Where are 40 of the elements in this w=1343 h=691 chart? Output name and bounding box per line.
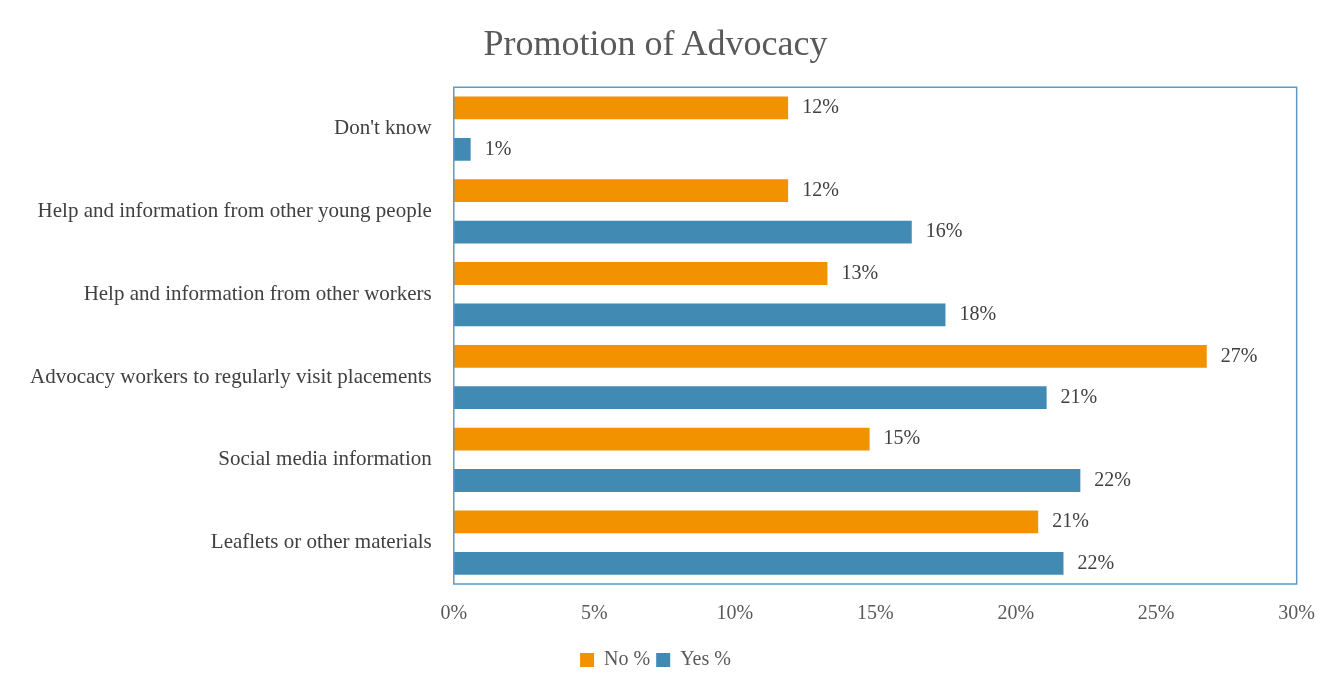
y-tick-label: Leaflets or other materials: [210, 529, 432, 554]
bar: [453, 220, 912, 244]
bar: [453, 96, 789, 120]
x-tick-label: 30%: [1278, 601, 1316, 624]
bar: [453, 551, 1064, 575]
data-label: 21%: [1052, 509, 1089, 532]
data-label: 15%: [883, 426, 921, 449]
y-tick-label: Social media information: [218, 446, 433, 471]
data-label: 18%: [959, 302, 997, 325]
data-label: 16%: [925, 219, 963, 242]
x-tick-label: 25%: [1137, 601, 1175, 624]
bar: [453, 179, 789, 203]
data-label: 21%: [1060, 384, 1098, 407]
y-tick-label: Help and information from other young people: [37, 197, 432, 222]
bar: [453, 427, 870, 451]
data-label: 12%: [802, 177, 839, 200]
legend-label: Yes %: [680, 647, 731, 670]
bar: [453, 137, 471, 161]
bar: [453, 469, 1081, 492]
data-label: 1%: [484, 136, 512, 159]
bar: [453, 344, 1207, 368]
data-label: 22%: [1094, 467, 1131, 490]
x-tick-label: 0%: [440, 601, 468, 624]
bar: [453, 510, 1039, 534]
data-label: 22%: [1077, 550, 1115, 573]
data-label: 12%: [802, 95, 839, 118]
legend-label: No %: [604, 647, 651, 670]
data-label: 13%: [841, 260, 879, 283]
bar: [453, 386, 1047, 410]
x-tick-label: 10%: [716, 601, 754, 624]
bar: [453, 262, 828, 285]
x-tick-label: 15%: [856, 601, 894, 624]
y-tick-label: Help and information from other workers: [83, 280, 432, 305]
x-tick-label: 5%: [580, 601, 608, 624]
y-tick-label: Don't know: [334, 115, 433, 140]
bar: [453, 303, 946, 327]
x-tick-label: 20%: [997, 601, 1035, 624]
chart-title: Promotion of Advocacy: [483, 23, 828, 64]
data-label: 27%: [1220, 343, 1258, 366]
y-tick-label: Advocacy workers to regularly visit placements: [29, 363, 432, 388]
